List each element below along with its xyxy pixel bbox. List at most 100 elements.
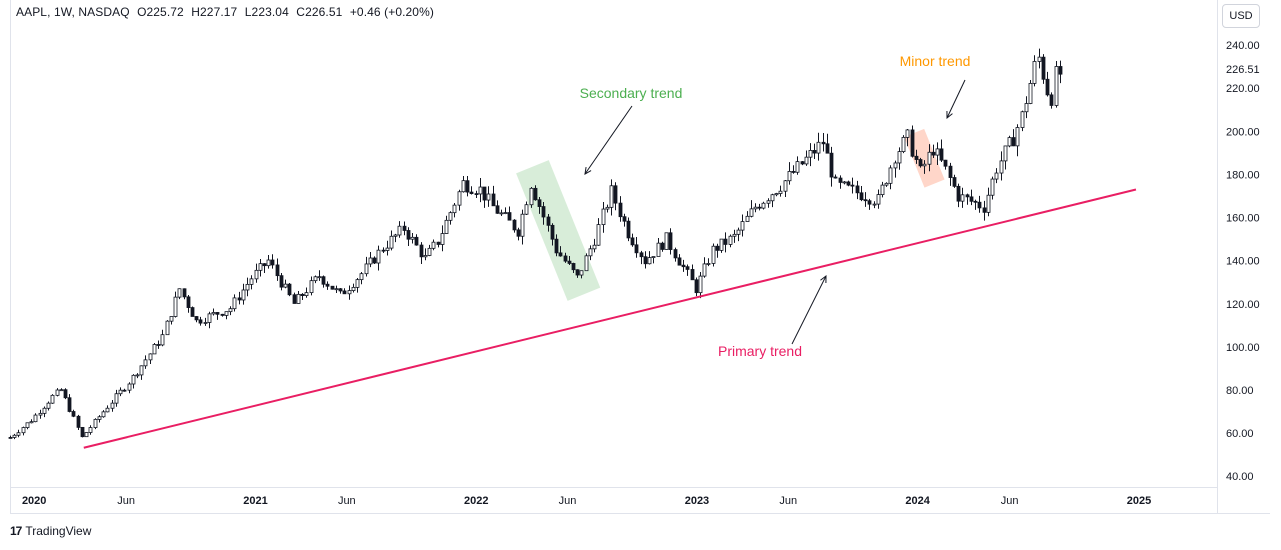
symbol-label[interactable]: AAPL, 1W, NASDAQ — [16, 5, 130, 19]
change-value: +0.46 (+0.20%) — [349, 5, 434, 19]
candle-body — [304, 292, 309, 296]
candle-body — [63, 389, 68, 399]
candle-body — [482, 186, 487, 201]
price-tick-label: 120.00 — [1226, 299, 1260, 311]
candle-body — [800, 161, 805, 165]
time-tick-label: Jun — [338, 495, 356, 507]
candle-body — [732, 233, 737, 237]
time-tick-label: 2025 — [1127, 495, 1151, 507]
candle-body — [292, 294, 297, 304]
candle-body — [808, 150, 813, 158]
candle-body — [406, 230, 411, 240]
candle-body — [169, 316, 174, 322]
primary-trendline — [83, 188, 1137, 449]
candle-body — [372, 257, 377, 264]
candle-body — [757, 206, 762, 209]
time-tick-label: 2020 — [22, 495, 46, 507]
candle-body — [884, 182, 889, 186]
candle-body — [1024, 103, 1029, 113]
minor-trend-arrow-head — [946, 110, 953, 120]
candle-body — [541, 206, 546, 218]
candle-body — [156, 344, 161, 346]
candle-body — [533, 187, 538, 201]
candle-body — [114, 393, 119, 404]
candle-body — [613, 185, 618, 204]
candle-body — [368, 257, 373, 265]
candle-body — [325, 283, 330, 287]
time-axis[interactable]: 2020 Jun 2021 Jun 2022 Jun 2023 Jun 2024 Jun 2025 — [10, 487, 1270, 514]
candle-body — [905, 129, 910, 138]
candle-body — [558, 252, 563, 257]
candle-body — [761, 202, 766, 209]
price-axis[interactable]: 40.00 60.00 80.00 100.00 120.00 140.00 160.00 1… — [1217, 0, 1260, 513]
candle-body — [1003, 145, 1008, 162]
candle-body — [224, 311, 229, 316]
candle-body — [516, 229, 521, 237]
currency-button[interactable]: USD — [1222, 4, 1260, 28]
candle-body — [211, 312, 216, 315]
secondary-trend-box — [516, 160, 601, 301]
candle-body — [787, 171, 792, 182]
candle-body — [999, 160, 1004, 174]
candle-body — [876, 194, 881, 205]
candle-body — [355, 279, 360, 288]
secondary-trend-arrow — [584, 105, 633, 175]
candle-body — [1041, 56, 1046, 80]
secondary-trend-label: Secondary trend — [580, 85, 683, 101]
primary-trend-label: Primary trend — [718, 343, 802, 359]
candle-body — [25, 422, 30, 428]
candle-body — [855, 185, 860, 194]
candle-body — [29, 421, 34, 424]
candle-body — [596, 224, 601, 246]
candle-body — [334, 288, 339, 291]
candle-body — [982, 207, 987, 213]
candle-body — [342, 290, 347, 295]
candle-body — [960, 194, 965, 202]
candle-body — [499, 212, 504, 215]
tradingview-brand[interactable]: 17 TradingView — [10, 524, 91, 538]
candle-body — [740, 221, 745, 231]
time-tick-label: 2024 — [905, 495, 930, 507]
candle-body — [859, 192, 864, 201]
candle-body — [931, 151, 936, 156]
candle-body — [431, 241, 436, 249]
candle-body — [262, 263, 267, 267]
candle-body — [698, 275, 703, 294]
time-tick-label: Jun — [559, 495, 577, 507]
candle-body — [529, 187, 534, 206]
candle-body — [139, 365, 144, 376]
candle-body — [1011, 137, 1016, 147]
candle-body — [275, 264, 280, 277]
candle-body — [990, 178, 995, 196]
candle-body — [563, 255, 568, 262]
candle-body — [677, 257, 682, 266]
candle-body — [783, 180, 788, 192]
low-value: L223.04 — [244, 5, 289, 19]
candle-body — [918, 159, 923, 167]
candle-body — [50, 394, 55, 404]
candle-body — [330, 285, 335, 290]
candle-body — [702, 263, 707, 277]
candle-body — [440, 233, 445, 245]
minor-trend-arrow — [946, 79, 966, 119]
candle-body — [753, 206, 758, 210]
candle-body — [588, 248, 593, 257]
candle-body — [410, 236, 415, 240]
candle-body — [237, 297, 242, 301]
candle-body — [956, 185, 961, 202]
candle-body — [1049, 94, 1054, 106]
candle-body — [774, 193, 779, 196]
candle-body — [338, 288, 343, 292]
candle-body — [821, 141, 826, 145]
candle-body — [681, 264, 686, 268]
candle-body — [245, 283, 250, 291]
candle-body — [88, 427, 93, 433]
candle-body — [1058, 66, 1063, 75]
candle-body — [778, 190, 783, 194]
candle-body — [241, 289, 246, 301]
candle-body — [194, 316, 199, 321]
high-value: H227.17 — [191, 5, 238, 19]
candle-body — [503, 212, 508, 214]
candle-body — [1032, 61, 1037, 84]
